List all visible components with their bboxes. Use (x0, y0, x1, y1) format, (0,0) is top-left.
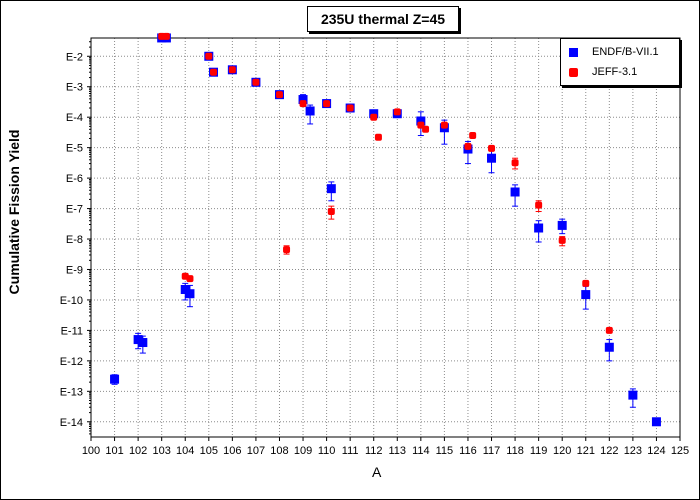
y-tick-label: E-14 (60, 417, 83, 429)
x-tick-label: 123 (624, 445, 642, 457)
axis-ticks: 100 101 102 103 104 105 106 107 108 109 110 111 112 1… (60, 41, 689, 457)
x-tick-label: 104 (176, 445, 194, 457)
data-point-jeff (582, 279, 590, 287)
x-tick-label: 105 (200, 445, 218, 457)
data-point-jeff (488, 144, 496, 152)
x-tick-label: 125 (671, 445, 689, 457)
x-tick-label: 121 (577, 445, 595, 457)
x-axis-label: A (372, 464, 382, 480)
data-point-endf (628, 390, 638, 400)
data-point-jeff (605, 326, 613, 334)
legend-swatch-jeff (569, 68, 578, 77)
y-tick-label: E-13 (60, 386, 83, 398)
data-point-endf (557, 220, 567, 230)
data-point-jeff (370, 113, 378, 121)
data-point-endf (534, 223, 544, 233)
data-point-jeff (558, 236, 566, 244)
x-tick-label: 101 (105, 445, 123, 457)
y-tick-label: E-11 (61, 325, 83, 337)
x-tick-label: 119 (530, 445, 548, 457)
data-point-jeff (422, 125, 430, 133)
data-point-jeff (252, 78, 260, 86)
data-point-jeff (469, 132, 477, 140)
y-tick-label: E-4 (66, 112, 83, 124)
data-point-endf (298, 95, 308, 105)
data-point-jeff (283, 246, 291, 254)
data-point-jeff (299, 100, 307, 108)
x-tick-label: 108 (270, 445, 288, 457)
data-point-jeff (186, 275, 194, 283)
y-tick-label: E-10 (60, 295, 83, 307)
x-tick-label: 114 (412, 445, 430, 457)
data-point-endf (133, 335, 143, 345)
data-point-endf (326, 184, 336, 194)
data-markers (110, 32, 661, 427)
data-point-endf (138, 338, 148, 348)
y-tick-label: E-3 (66, 82, 83, 94)
y-tick-label: E-6 (66, 173, 83, 185)
legend-swatch-endf (569, 48, 578, 57)
x-tick-label: 112 (365, 445, 383, 457)
x-tick-label: 120 (553, 445, 571, 457)
data-point-jeff (327, 208, 335, 216)
y-axis-label: Cumulative Fission Yield (6, 129, 22, 295)
legend: ENDF/B-VII.1 JEFF-3.1 (560, 38, 680, 86)
x-tick-label: 124 (647, 445, 665, 457)
y-tick-label: E-12 (60, 356, 83, 368)
data-point-endf (510, 187, 520, 197)
y-tick-label: E-9 (66, 264, 83, 276)
data-point-jeff (374, 133, 382, 141)
data-point-endf (651, 417, 661, 427)
data-point-endf (110, 374, 120, 384)
error-bars (111, 94, 636, 408)
data-point-endf (180, 285, 190, 295)
x-tick-label: 117 (483, 445, 501, 457)
y-tick-label: E-7 (66, 204, 83, 216)
y-tick-label: E-8 (66, 234, 83, 246)
data-point-endf (604, 342, 614, 352)
x-tick-label: 115 (436, 445, 454, 457)
x-tick-label: 109 (294, 445, 312, 457)
x-tick-label: 107 (247, 445, 265, 457)
x-tick-label: 122 (600, 445, 618, 457)
data-point-endf (416, 116, 426, 126)
x-tick-label: 111 (342, 445, 359, 457)
data-point-jeff (162, 32, 170, 40)
x-tick-label: 106 (223, 445, 241, 457)
legend-label-endf: ENDF/B-VII.1 (592, 46, 659, 58)
data-point-endf (487, 153, 497, 163)
x-tick-label: 110 (318, 445, 336, 457)
y-tick-label: E-2 (66, 51, 83, 63)
data-point-jeff (393, 108, 401, 116)
data-point-jeff (323, 100, 331, 108)
legend-label-jeff: JEFF-3.1 (592, 66, 638, 78)
x-tick-label: 113 (389, 445, 407, 457)
data-point-jeff (275, 91, 283, 99)
x-tick-label: 103 (153, 445, 171, 457)
plot-area-border (90, 37, 681, 438)
chart-title: 235U thermal Z=45 (307, 6, 459, 32)
grid-lines (91, 38, 680, 437)
data-point-jeff (464, 142, 472, 150)
data-point-jeff (205, 52, 213, 60)
data-point-jeff (346, 104, 354, 112)
x-tick-label: 100 (82, 445, 100, 457)
data-point-jeff (511, 159, 519, 167)
data-point-endf (581, 290, 591, 300)
data-point-jeff (228, 66, 236, 74)
data-point-endf (305, 106, 315, 116)
x-tick-label: 116 (459, 445, 477, 457)
data-point-jeff (535, 201, 543, 209)
y-tick-label: E-5 (66, 143, 83, 155)
x-tick-label: 118 (506, 445, 524, 457)
x-tick-label: 102 (129, 445, 147, 457)
data-point-jeff (210, 68, 218, 76)
data-point-jeff (440, 121, 448, 129)
data-point-endf (185, 289, 195, 299)
